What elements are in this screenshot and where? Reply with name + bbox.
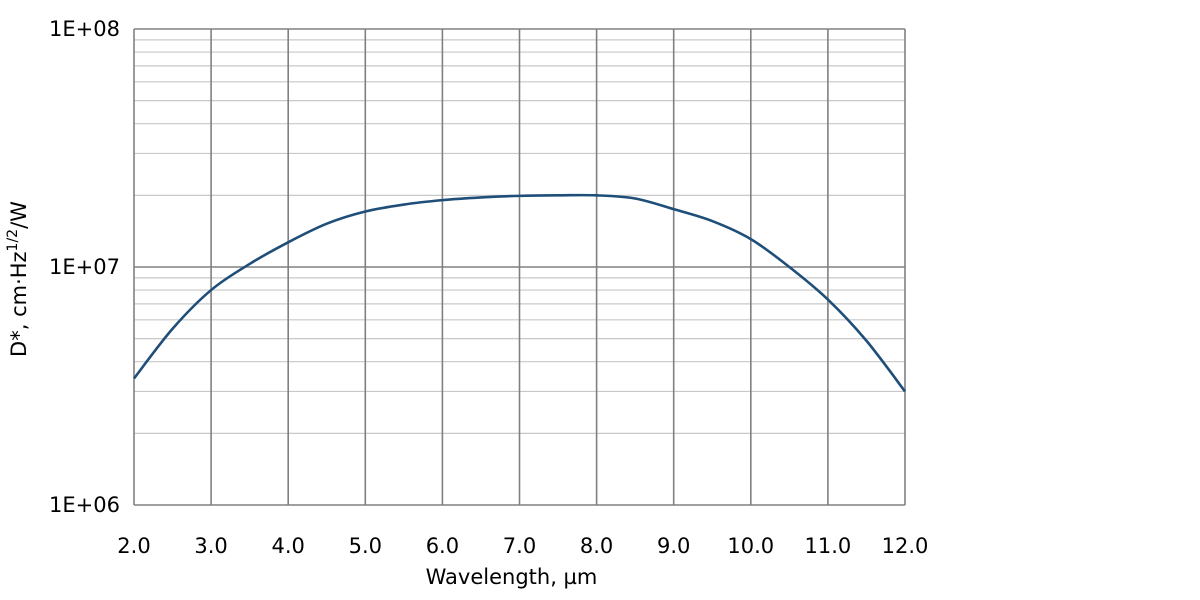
y-tick-labels: 1E+06 1E+07 1E+08 <box>49 17 120 517</box>
x-axis-title: Wavelength, µm <box>426 565 598 589</box>
y-axis-title: D*, cm·Hz1/2/W <box>5 201 31 357</box>
x-tick-label: 12.0 <box>882 534 929 558</box>
x-tick-label: 5.0 <box>349 534 382 558</box>
x-tick-label: 10.0 <box>727 534 774 558</box>
x-tick-label: 4.0 <box>271 534 304 558</box>
y-axis-title-base: D*, cm·Hz <box>7 251 31 357</box>
series-layer <box>132 193 907 393</box>
x-tick-label: 3.0 <box>194 534 227 558</box>
x-tick-label: 7.0 <box>503 534 536 558</box>
series-line <box>132 193 907 393</box>
x-tick-label: 2.0 <box>117 534 150 558</box>
y-tick-label: 1E+06 <box>49 493 120 517</box>
x-tick-label: 11.0 <box>805 534 852 558</box>
x-tick-label: 9.0 <box>657 534 690 558</box>
y-axis-title-superscript: 1/2 <box>5 229 21 252</box>
y-axis-title-suffix: /W <box>7 201 31 229</box>
y-tick-label: 1E+08 <box>49 17 120 41</box>
y-tick-label: 1E+07 <box>49 255 120 279</box>
x-tick-label: 8.0 <box>580 534 613 558</box>
x-tick-labels: 2.0 3.0 4.0 5.0 6.0 7.0 8.0 9.0 10.0 11.0 12.0 <box>117 534 928 558</box>
major-gridlines <box>133 28 906 506</box>
x-tick-label: 6.0 <box>426 534 459 558</box>
